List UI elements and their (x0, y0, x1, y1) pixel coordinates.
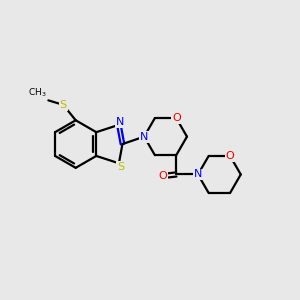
Text: N: N (116, 117, 124, 127)
Text: S: S (60, 100, 67, 110)
Text: S: S (117, 162, 124, 172)
Text: N: N (194, 169, 202, 179)
Text: O: O (158, 171, 167, 181)
Text: CH$_3$: CH$_3$ (28, 86, 47, 99)
Text: O: O (172, 113, 181, 123)
Text: N: N (140, 132, 148, 142)
Text: O: O (226, 151, 234, 161)
